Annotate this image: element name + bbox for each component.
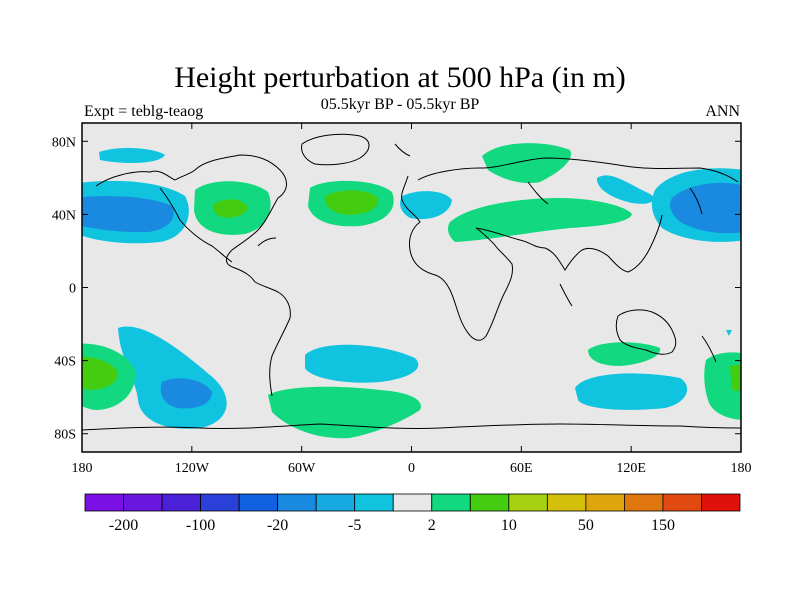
latitude-axis: 80N 40N 0 40S 80S bbox=[52, 135, 741, 443]
colorbar-swatch bbox=[624, 493, 664, 512]
colorbar-swatch bbox=[662, 493, 702, 512]
colorbar-swatch bbox=[123, 493, 163, 512]
colorbar-label: 50 bbox=[578, 517, 594, 534]
colorbar-swatch bbox=[392, 493, 433, 512]
positive-anomaly-core bbox=[324, 190, 379, 215]
lon-tick-label: 60W bbox=[288, 461, 316, 476]
contour-fields bbox=[82, 143, 741, 439]
colorbar-swatch bbox=[469, 493, 510, 512]
colorbar-swatch bbox=[277, 493, 317, 512]
colorbar-label: 150 bbox=[651, 517, 675, 534]
lon-tick-label: 0 bbox=[408, 461, 415, 476]
positive-anomaly-region bbox=[588, 342, 661, 366]
positive-anomaly-core bbox=[82, 356, 118, 390]
negative-anomaly-region bbox=[305, 344, 419, 383]
longitude-axis: 180 120W 60W 0 60E 120E 180 bbox=[72, 123, 752, 476]
negative-anomaly-region bbox=[99, 148, 165, 163]
lat-tick-label: 40N bbox=[52, 208, 76, 223]
colorbar-label: -100 bbox=[186, 517, 215, 534]
colorbar-swatch bbox=[84, 493, 124, 512]
colorbar-swatch bbox=[585, 493, 625, 512]
lon-tick-label: 180 bbox=[72, 461, 93, 476]
map-subtitle: 05.5kyr BP - 05.5kyr BP bbox=[320, 96, 480, 113]
positive-anomaly-region bbox=[482, 143, 571, 184]
negative-anomaly-region bbox=[575, 373, 688, 410]
positive-anomaly-core bbox=[730, 364, 741, 392]
lat-tick-label: 0 bbox=[69, 282, 76, 297]
positive-anomaly-region bbox=[268, 386, 421, 439]
negative-anomaly-region bbox=[400, 191, 452, 220]
lat-tick-label: 80S bbox=[54, 428, 76, 443]
colorbar-labels: -200 -100 -20 -5 2 10 50 150 bbox=[109, 517, 675, 534]
negative-anomaly-core bbox=[670, 182, 741, 234]
colorbar-swatch bbox=[315, 493, 356, 512]
coastlines bbox=[82, 133, 741, 431]
lat-tick-label: 80N bbox=[52, 135, 76, 150]
lat-tick-label: 40S bbox=[54, 355, 76, 370]
positive-anomaly-core bbox=[213, 199, 248, 218]
colorbar-swatch bbox=[161, 493, 201, 512]
colorbar-swatch bbox=[431, 493, 471, 512]
colorbar-label: -200 bbox=[109, 517, 138, 534]
season-label: ANN bbox=[705, 103, 740, 120]
negative-anomaly-region bbox=[726, 330, 732, 336]
colorbar-label: -5 bbox=[348, 517, 361, 534]
lon-tick-label: 120E bbox=[616, 461, 646, 476]
colorbar-label: -20 bbox=[267, 517, 288, 534]
colorbar-swatch bbox=[508, 493, 548, 512]
lon-tick-label: 180 bbox=[731, 461, 752, 476]
colorbar-swatch bbox=[354, 493, 394, 512]
negative-anomaly-core bbox=[82, 196, 174, 233]
colorbar-label: 2 bbox=[428, 517, 436, 534]
negative-anomaly-region bbox=[596, 175, 654, 204]
map-title: Height perturbation at 500 hPa (in m) bbox=[174, 61, 626, 94]
colorbar-swatch bbox=[546, 493, 587, 512]
colorbar-label: 10 bbox=[501, 517, 517, 534]
experiment-label: Expt = teblg-teaog bbox=[84, 103, 204, 120]
colorbar-swatch bbox=[701, 493, 741, 512]
colorbar bbox=[84, 493, 741, 512]
positive-anomaly-region bbox=[447, 198, 632, 242]
negative-anomaly-core bbox=[160, 378, 212, 409]
colorbar-swatch bbox=[200, 493, 240, 512]
lon-tick-label: 60E bbox=[510, 461, 533, 476]
lon-tick-label: 120W bbox=[175, 461, 210, 476]
colorbar-swatch bbox=[238, 493, 279, 512]
